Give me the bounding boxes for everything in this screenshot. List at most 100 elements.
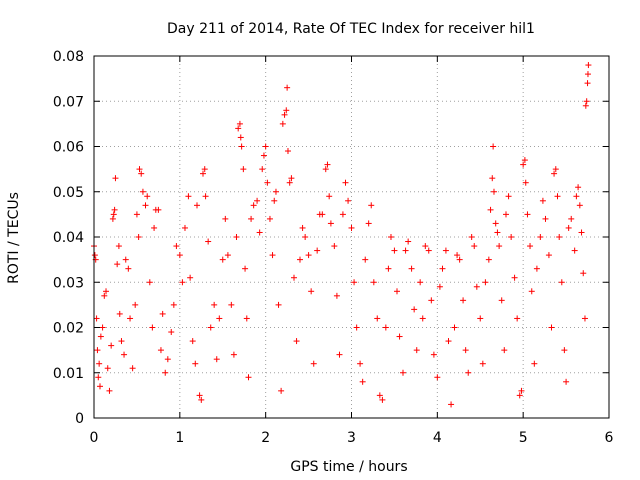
data-point-marker	[250, 202, 257, 209]
data-point-marker	[582, 102, 589, 109]
data-point-marker	[568, 215, 575, 222]
data-point-marker	[422, 243, 429, 250]
data-point-marker	[284, 148, 291, 155]
data-point-marker	[94, 347, 101, 354]
data-point-marker	[271, 197, 278, 204]
data-point-marker	[362, 256, 369, 263]
data-point-marker	[132, 301, 139, 308]
data-point-marker	[578, 229, 585, 236]
data-point-marker	[116, 310, 123, 317]
data-point-marker	[584, 80, 591, 87]
data-point-marker	[368, 202, 375, 209]
data-point-marker	[400, 369, 406, 376]
data-point-marker	[202, 193, 209, 200]
data-point-marker	[181, 224, 188, 231]
data-point-marker	[379, 396, 386, 403]
data-point-marker	[142, 202, 149, 209]
data-point-marker	[554, 193, 561, 200]
data-point-marker	[194, 202, 200, 209]
data-point-marker	[430, 351, 437, 358]
data-point-marker	[278, 387, 285, 394]
data-point-marker	[417, 279, 424, 286]
data-point-marker	[205, 238, 212, 245]
data-point-marker	[129, 365, 136, 372]
data-point-marker	[445, 338, 452, 345]
x-tick-label: 3	[347, 430, 356, 446]
data-point-marker	[189, 338, 196, 345]
data-point-marker	[173, 243, 180, 250]
x-tick-label: 0	[90, 430, 99, 446]
data-point-marker	[468, 234, 475, 240]
data-point-marker	[149, 324, 156, 331]
data-point-marker	[112, 175, 119, 182]
data-point-marker	[286, 179, 293, 186]
data-point-marker	[138, 170, 145, 177]
data-point-marker	[256, 229, 263, 236]
data-point-marker	[436, 283, 443, 290]
data-point-marker	[151, 224, 158, 231]
data-point-marker	[269, 252, 276, 259]
data-point-marker	[254, 197, 261, 204]
data-point-marker	[345, 197, 352, 204]
data-point-marker	[222, 215, 229, 222]
data-point-marker	[552, 166, 559, 173]
data-point-marker	[207, 324, 214, 331]
data-point-marker	[558, 279, 565, 286]
data-point-marker	[576, 202, 583, 209]
data-point-marker	[284, 84, 291, 91]
data-point-marker	[584, 71, 591, 78]
data-point-marker	[451, 324, 458, 331]
data-point-marker	[216, 315, 223, 322]
data-point-marker	[542, 215, 549, 222]
data-point-marker	[219, 256, 226, 263]
data-point-marker	[93, 315, 100, 322]
data-point-marker	[583, 98, 590, 105]
data-point-marker	[211, 301, 218, 308]
data-point-marker	[170, 301, 177, 308]
data-point-marker	[370, 279, 377, 286]
data-point-marker	[454, 252, 461, 259]
data-point-marker	[245, 374, 252, 381]
data-point-marker	[575, 184, 582, 191]
data-point-marker	[164, 356, 171, 363]
data-point-marker	[393, 288, 400, 295]
data-point-marker	[305, 252, 312, 259]
data-point-marker	[374, 315, 381, 322]
data-point-marker	[237, 134, 244, 141]
data-point-marker	[439, 265, 446, 272]
data-point-marker	[125, 265, 132, 272]
data-point-marker	[485, 256, 492, 263]
data-point-marker	[115, 243, 122, 250]
data-point-marker	[290, 274, 297, 281]
data-point-marker	[473, 283, 480, 290]
data-point-marker	[448, 401, 455, 408]
y-tick-label: 0.02	[53, 321, 84, 337]
data-point-marker	[168, 329, 175, 336]
data-point-marker	[561, 347, 568, 354]
data-point-marker	[185, 193, 192, 200]
x-axis-label: GPS time / hours	[290, 459, 407, 475]
data-point-marker	[327, 220, 334, 227]
data-point-marker	[492, 220, 499, 227]
x-tick-label: 1	[175, 430, 184, 446]
data-point-marker	[242, 265, 249, 272]
data-point-marker	[419, 315, 426, 322]
data-point-marker	[573, 193, 580, 200]
y-axis-label: ROTI / TECUs	[6, 192, 22, 284]
data-point-marker	[159, 310, 166, 317]
data-point-marker	[563, 378, 570, 385]
data-point-marker	[104, 365, 111, 372]
data-point-marker	[333, 292, 340, 299]
data-point-marker	[99, 324, 106, 331]
data-point-marker	[508, 234, 515, 240]
data-point-marker	[496, 243, 503, 250]
data-point-marker	[275, 301, 282, 308]
data-point-marker	[279, 120, 286, 127]
data-point-marker	[385, 265, 392, 272]
data-point-marker	[494, 229, 501, 236]
data-point-marker	[571, 247, 578, 254]
data-point-marker	[382, 324, 389, 331]
data-point-marker	[479, 360, 486, 367]
data-point-marker	[310, 360, 317, 367]
